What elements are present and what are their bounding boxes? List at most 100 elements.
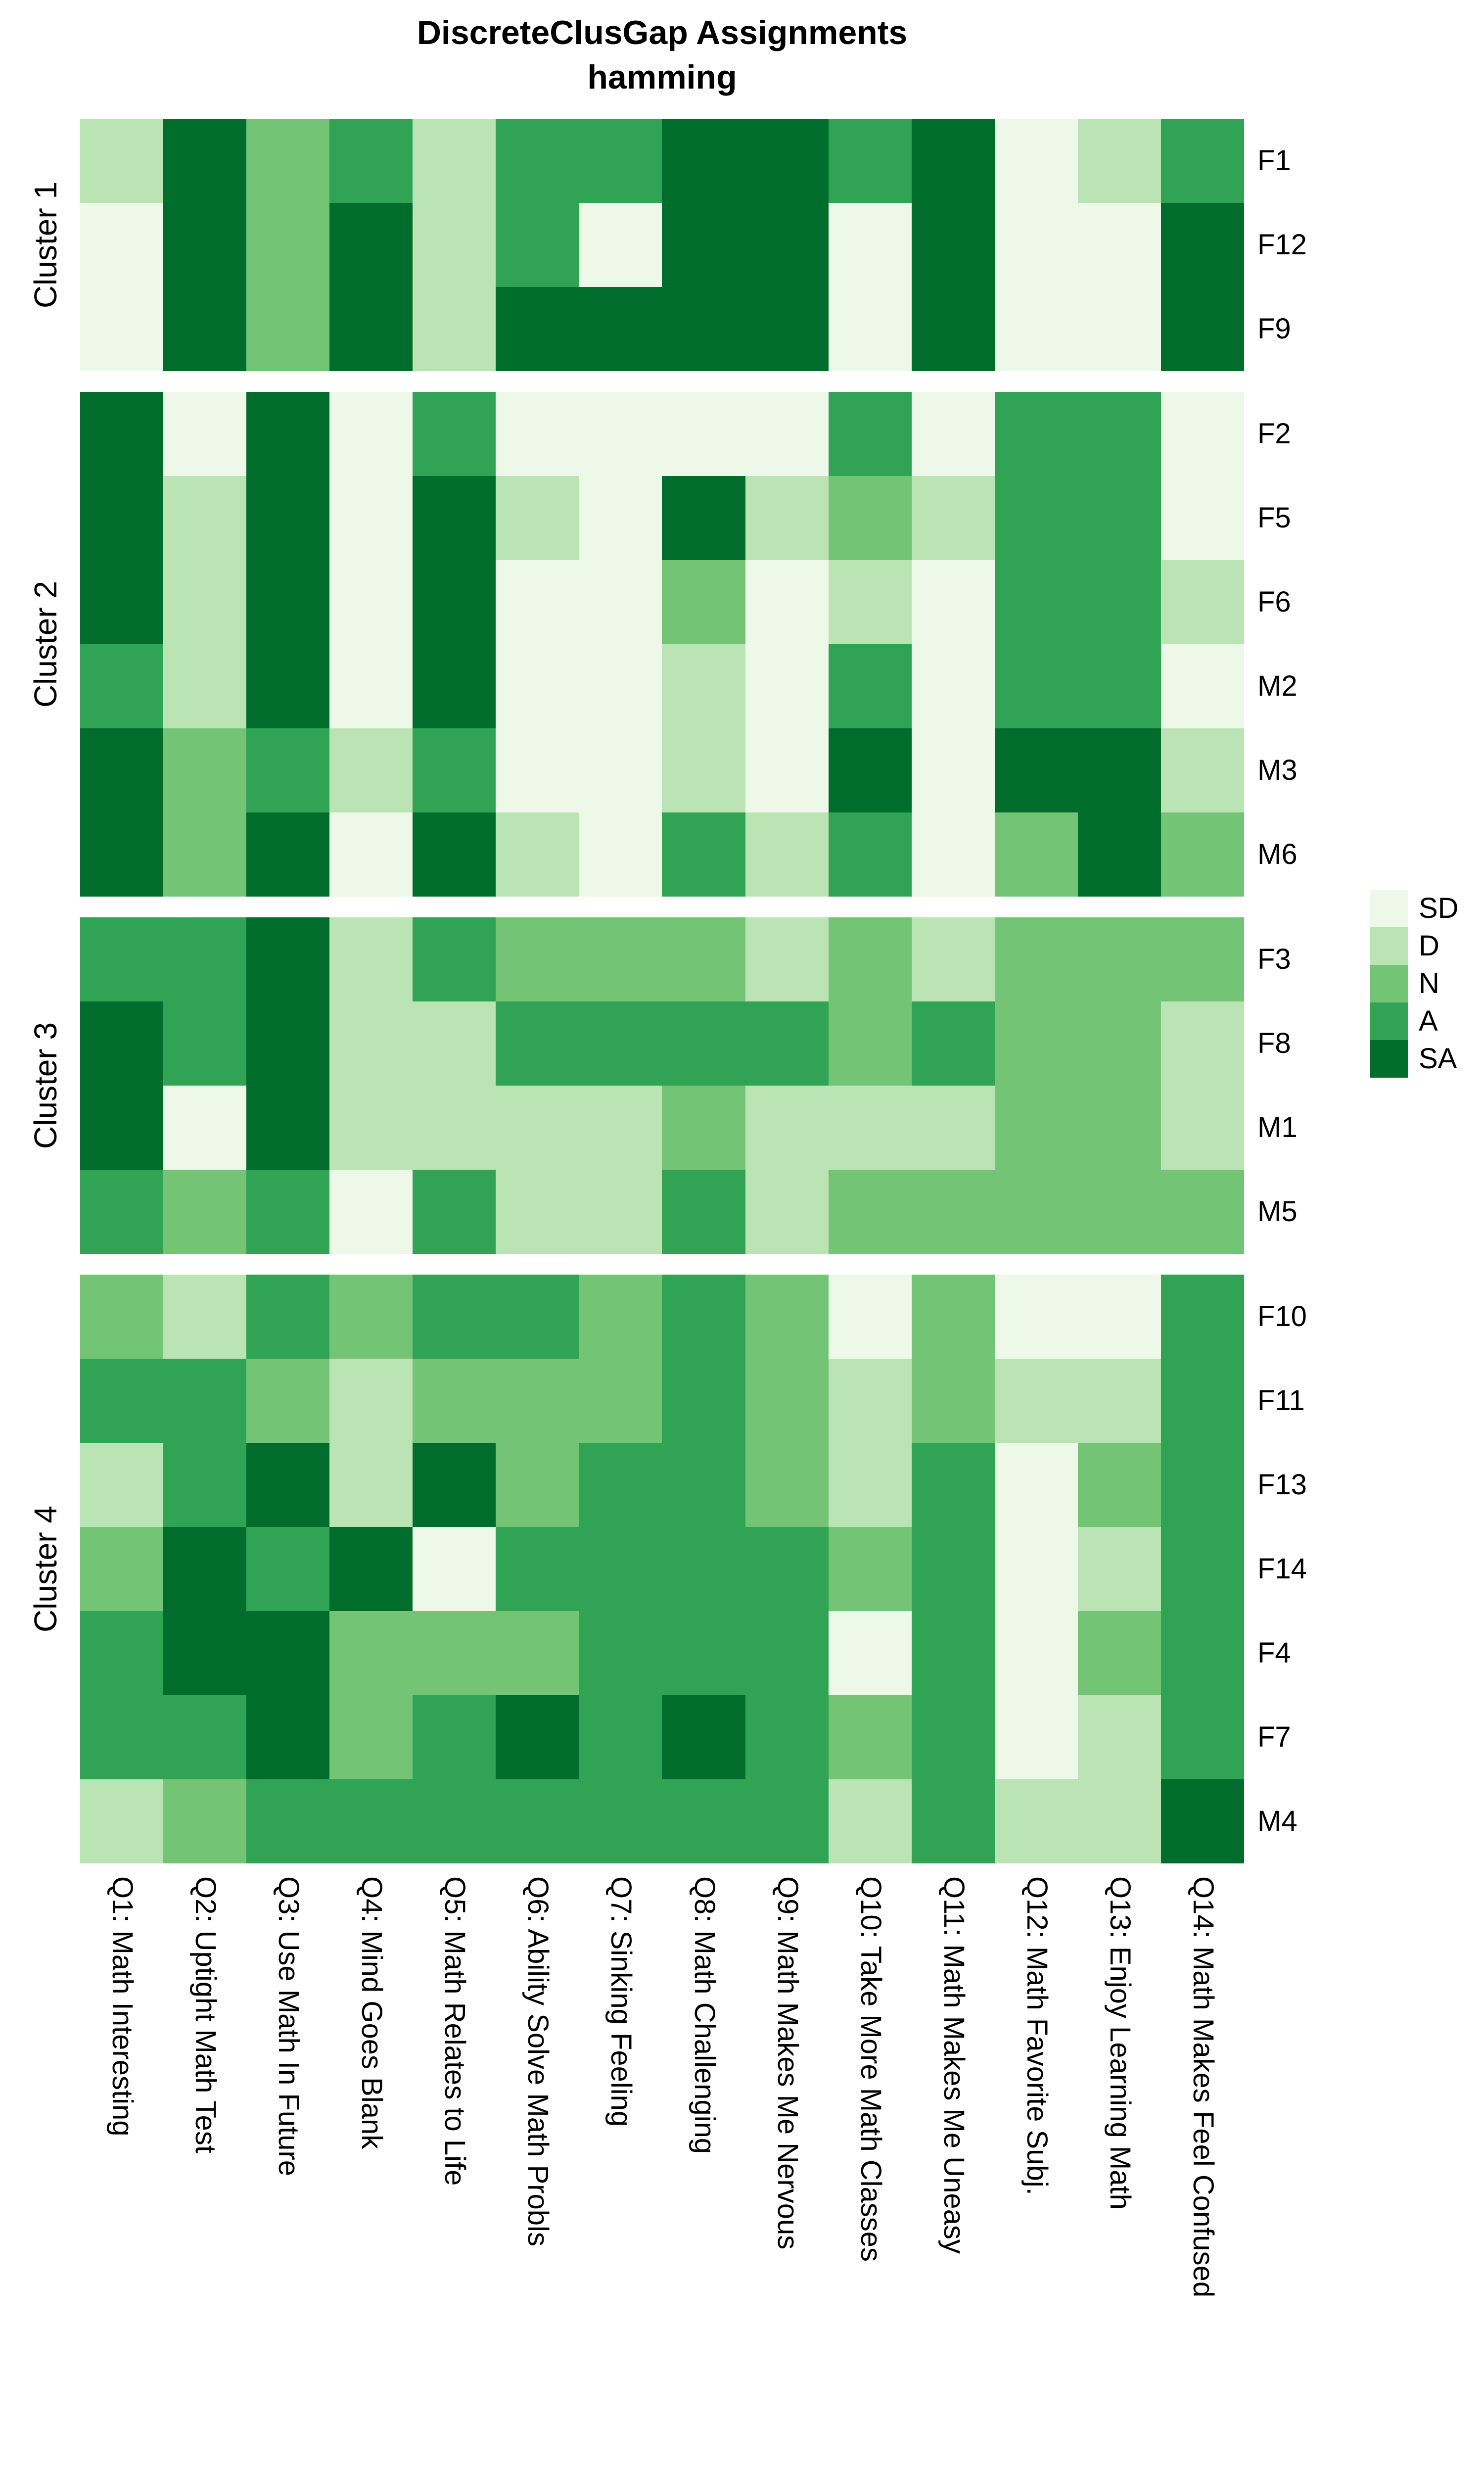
heatmap-cell: [579, 392, 662, 476]
heatmap-cell: [995, 560, 1078, 644]
cluster-label: Cluster 1: [28, 181, 63, 309]
heatmap-cell: [246, 392, 329, 476]
heatmap-cell: [1078, 1443, 1161, 1527]
heatmap-cell: [163, 812, 246, 897]
heatmap-cell: [496, 917, 579, 1001]
heatmap-cell: [829, 1086, 912, 1170]
heatmap-cell: [496, 644, 579, 728]
heatmap-cell: [1161, 560, 1244, 644]
heatmap-cell: [1161, 203, 1244, 287]
heatmap-cell: [163, 203, 246, 287]
heatmap-cell: [413, 728, 496, 812]
row-label: F9: [1257, 313, 1291, 345]
heatmap-cell: [496, 1086, 579, 1170]
heatmap-cell: [1161, 392, 1244, 476]
heatmap-cell: [329, 1086, 413, 1170]
heatmap-cell: [246, 287, 329, 371]
heatmap-cell: [995, 203, 1078, 287]
heatmap-cell: [912, 728, 995, 812]
cluster-label: Cluster 4: [28, 1505, 63, 1633]
legend-label: A: [1419, 1005, 1438, 1037]
heatmap-cell: [745, 392, 829, 476]
heatmap-cell: [912, 812, 995, 897]
heatmap-cell: [329, 917, 413, 1001]
row-label: F4: [1257, 1637, 1291, 1669]
heatmap-cell: [80, 1527, 163, 1611]
heatmap-cell: [413, 1527, 496, 1611]
heatmap-cell: [80, 476, 163, 560]
heatmap-cell: [829, 917, 912, 1001]
heatmap-cell: [163, 392, 246, 476]
heatmap-cell: [329, 119, 413, 203]
heatmap-cell: [329, 203, 413, 287]
heatmap-cell: [829, 392, 912, 476]
heatmap-cell: [1161, 1170, 1244, 1254]
heatmap-cell: [496, 560, 579, 644]
heatmap-cell: [496, 1359, 579, 1443]
heatmap-cell: [1161, 1275, 1244, 1359]
heatmap-cell: [995, 1275, 1078, 1359]
heatmap-cell: [163, 1275, 246, 1359]
heatmap-cell: [496, 119, 579, 203]
heatmap-cell: [1078, 203, 1161, 287]
heatmap-cell: [579, 119, 662, 203]
row-label: F13: [1257, 1469, 1307, 1501]
heatmap-cell: [745, 812, 829, 897]
heatmap-cell: [1161, 917, 1244, 1001]
heatmap-cell: [1078, 560, 1161, 644]
heatmap-cell: [745, 1170, 829, 1254]
heatmap-cell: [163, 476, 246, 560]
column-label: Q4: Mind Goes Blank: [356, 1876, 388, 2149]
heatmap-cell: [329, 287, 413, 371]
legend-label: D: [1419, 930, 1439, 962]
heatmap-cell: [1078, 1275, 1161, 1359]
heatmap-cell: [496, 1695, 579, 1779]
heatmap-cell: [1078, 1170, 1161, 1254]
heatmap-cell: [912, 392, 995, 476]
heatmap-cell: [246, 560, 329, 644]
heatmap-cell: [163, 728, 246, 812]
heatmap-cell: [912, 1611, 995, 1695]
legend-label: SA: [1419, 1043, 1457, 1075]
heatmap-cell: [745, 1275, 829, 1359]
heatmap-cell: [246, 917, 329, 1001]
heatmap-cell: [579, 203, 662, 287]
heatmap-cell: [745, 476, 829, 560]
heatmap-cell: [995, 1611, 1078, 1695]
column-label: Q13: Enjoy Learning Math: [1104, 1876, 1136, 2210]
column-label: Q3: Use Math In Future: [273, 1876, 305, 2177]
row-label: F7: [1257, 1721, 1291, 1753]
heatmap-cell: [745, 1779, 829, 1863]
heatmap-cell: [80, 287, 163, 371]
heatmap-cell: [246, 1275, 329, 1359]
heatmap-cell: [163, 1779, 246, 1863]
heatmap-cell: [1161, 1527, 1244, 1611]
heatmap-cell: [1161, 1001, 1244, 1086]
heatmap-cell: [662, 1170, 745, 1254]
legend-swatch: [1370, 965, 1408, 1002]
heatmap-cell: [413, 287, 496, 371]
heatmap-cell: [413, 1359, 496, 1443]
heatmap-cell: [995, 812, 1078, 897]
heatmap-cell: [80, 1170, 163, 1254]
row-label: F12: [1257, 229, 1307, 261]
heatmap-cell: [329, 1527, 413, 1611]
heatmap-cell: [80, 392, 163, 476]
heatmap-cell: [413, 1779, 496, 1863]
heatmap-cell: [579, 1001, 662, 1086]
heatmap-cell: [579, 1779, 662, 1863]
row-label: F8: [1257, 1027, 1291, 1059]
heatmap-cell: [745, 560, 829, 644]
heatmap-cell: [579, 644, 662, 728]
column-label: Q1: Math Interesting: [106, 1876, 139, 2137]
heatmap-cell: [1161, 644, 1244, 728]
heatmap-cell: [1161, 1443, 1244, 1527]
heatmap-cell: [579, 1611, 662, 1695]
heatmap-cell: [246, 728, 329, 812]
heatmap-cell: [912, 1779, 995, 1863]
heatmap-cell: [995, 1086, 1078, 1170]
column-label: Q8: Math Challenging: [688, 1876, 721, 2154]
heatmap-cell: [246, 1443, 329, 1527]
heatmap-cell: [496, 1170, 579, 1254]
